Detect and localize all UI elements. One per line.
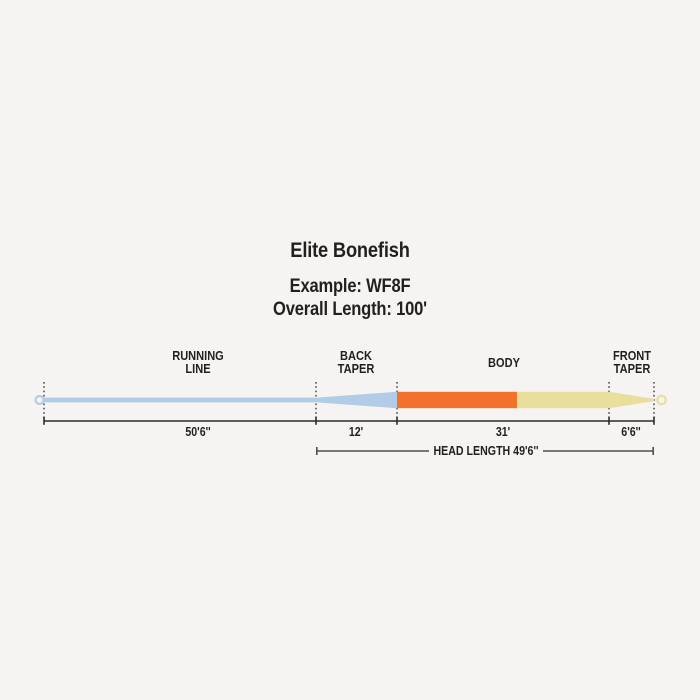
section-label-body: BODY [488, 355, 520, 370]
back-taper-segment [316, 391, 397, 409]
example-model-text: Example: WF8F [289, 276, 411, 297]
length-label-running-line: 50'6'' [185, 425, 211, 439]
head-length-label: HEAD LENGTH 49'6'' [433, 444, 539, 458]
front-taper-segment [609, 391, 654, 409]
section-label-back-taper: BACK TAPER [337, 348, 375, 376]
running-line-segment [44, 397, 316, 403]
body-front-segment [517, 391, 609, 409]
title-block: Elite Bonefish Example: WF8F Overall Len… [0, 240, 700, 321]
length-label-back-taper: 12' [348, 425, 364, 439]
section-label-running-line: RUNNING LINE [172, 348, 224, 376]
section-label-front-taper: FRONT TAPER [612, 348, 652, 376]
overall-length-text: Overall Length: 100' [273, 299, 427, 320]
front-welded-loop [656, 394, 667, 406]
page-title: Elite Bonefish [290, 239, 410, 262]
length-label-front-taper: 6'6'' [621, 425, 641, 439]
rear-welded-loop [34, 394, 45, 406]
body-segment [397, 391, 517, 409]
length-label-body: 31' [495, 425, 511, 439]
